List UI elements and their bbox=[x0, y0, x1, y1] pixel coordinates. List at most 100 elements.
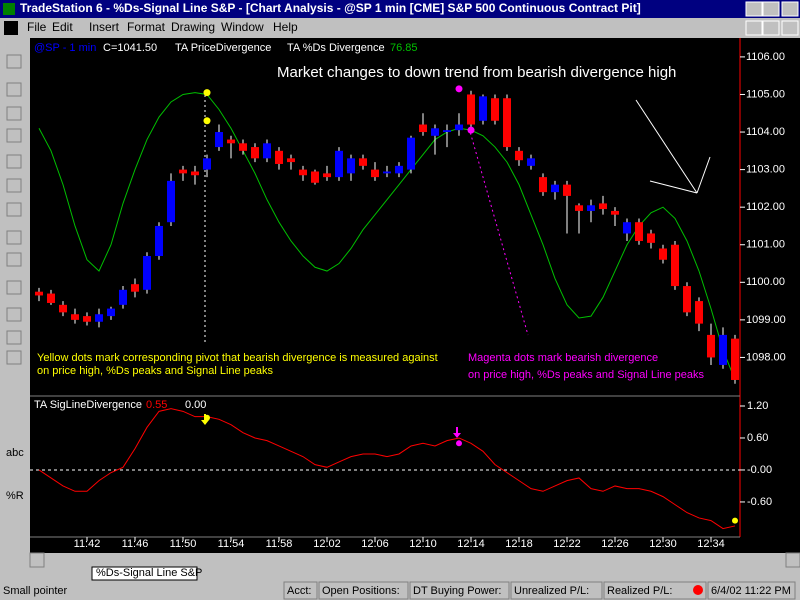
tool-button[interactable] bbox=[6, 252, 22, 267]
menu-item[interactable]: Help bbox=[273, 20, 298, 34]
tool-button[interactable] bbox=[6, 82, 22, 97]
candle-body bbox=[239, 143, 247, 151]
menu-item[interactable]: Window bbox=[221, 20, 264, 34]
doc-icon bbox=[4, 21, 18, 35]
menu-item[interactable]: File bbox=[27, 20, 47, 34]
candle-body bbox=[227, 139, 235, 144]
candle-body bbox=[323, 173, 331, 178]
tool-button[interactable] bbox=[6, 350, 22, 365]
doc-minimize-button[interactable] bbox=[745, 20, 763, 36]
doc-restore-button[interactable] bbox=[762, 20, 780, 36]
pivot-arrow bbox=[201, 414, 209, 425]
candle-body bbox=[575, 205, 583, 211]
candle-body bbox=[119, 289, 127, 305]
candle-body bbox=[71, 314, 79, 320]
indicator-dot bbox=[456, 440, 462, 447]
tool-button[interactable] bbox=[6, 230, 22, 245]
candle-body bbox=[371, 169, 379, 178]
candle-body bbox=[455, 124, 463, 131]
close-button[interactable] bbox=[781, 1, 799, 17]
tool-button[interactable] bbox=[6, 307, 22, 322]
status-pane bbox=[318, 581, 409, 600]
candle-body bbox=[527, 158, 535, 166]
indicator-value: 0.55 bbox=[146, 399, 167, 411]
candle-body bbox=[383, 171, 391, 174]
scrollbar[interactable] bbox=[30, 553, 800, 567]
scroll-right[interactable] bbox=[785, 552, 800, 568]
x-tick-label: 12:18 bbox=[505, 538, 533, 550]
candle-body bbox=[347, 158, 355, 174]
indicator-dot bbox=[732, 517, 738, 524]
status-text: DT Buying Power: bbox=[413, 585, 501, 597]
candle-body bbox=[503, 98, 511, 148]
y-tick-label: 1102.00 bbox=[746, 201, 785, 213]
candle-body bbox=[671, 244, 679, 287]
x-tick-label: 11:46 bbox=[122, 538, 149, 550]
status-text: Acct: bbox=[287, 585, 311, 597]
candle-body bbox=[167, 180, 175, 223]
menu-item[interactable]: Edit bbox=[52, 20, 73, 34]
candle-body bbox=[299, 169, 307, 176]
candle-body bbox=[287, 158, 295, 163]
menu-item[interactable]: Format bbox=[127, 20, 166, 34]
trend-arrow bbox=[635, 99, 711, 194]
y-tick-label: -0.00 bbox=[747, 464, 772, 476]
indicator-name: TA SigLineDivergence bbox=[34, 399, 142, 411]
sheet-tab[interactable] bbox=[91, 566, 198, 581]
status-pane bbox=[603, 581, 707, 600]
tool-button[interactable] bbox=[6, 202, 22, 217]
candle-body bbox=[35, 291, 43, 296]
tool-button[interactable] bbox=[6, 280, 22, 295]
menu-item[interactable]: Drawing bbox=[171, 20, 215, 34]
doc-close-button[interactable] bbox=[781, 20, 799, 36]
candle-body bbox=[95, 314, 103, 322]
y-tick-label: 1104.00 bbox=[746, 126, 785, 138]
x-tick-label: 12:02 bbox=[313, 538, 341, 550]
candle-body bbox=[731, 338, 739, 380]
tool-text-button[interactable]: abc bbox=[6, 447, 24, 459]
candle-body bbox=[695, 301, 703, 324]
status-pane bbox=[707, 581, 796, 600]
y-tick-label: 1103.00 bbox=[746, 164, 785, 176]
candle-body bbox=[407, 137, 415, 170]
tool-button[interactable] bbox=[6, 106, 22, 121]
tool-button[interactable] bbox=[6, 154, 22, 169]
tool-button[interactable] bbox=[6, 330, 22, 345]
candle-body bbox=[515, 150, 523, 161]
indicator-line bbox=[38, 408, 736, 530]
y-tick-label: 1099.00 bbox=[746, 314, 786, 326]
left-toolbar: abc %R bbox=[6, 54, 24, 502]
window-buttons[interactable] bbox=[745, 1, 799, 36]
status-pane bbox=[510, 581, 603, 600]
indicator-value: 0.00 bbox=[185, 399, 206, 411]
tool-button[interactable] bbox=[6, 128, 22, 143]
candle-body bbox=[419, 124, 427, 133]
status-text: Unrealized P/L: bbox=[514, 585, 589, 597]
price-dot bbox=[455, 85, 463, 93]
tool-button[interactable] bbox=[6, 54, 22, 69]
candle-body bbox=[191, 171, 199, 176]
status-text: Realized P/L: bbox=[607, 585, 672, 597]
x-tick-label: 11:54 bbox=[218, 538, 245, 550]
chart: 1106.00 1105.00 1104.00 1103.00 1102.00 1101.… bbox=[35, 51, 786, 550]
candle-body bbox=[659, 248, 667, 260]
y-tick-label: 1098.00 bbox=[746, 351, 786, 363]
candle-body bbox=[707, 334, 715, 358]
tool-text-button[interactable]: %R bbox=[6, 490, 24, 502]
x-tick-label: 12:14 bbox=[457, 538, 485, 550]
y-tick-label: 0.60 bbox=[747, 432, 768, 444]
minimize-button[interactable] bbox=[745, 1, 763, 17]
x-tick-label: 12:22 bbox=[553, 538, 581, 550]
candle-body bbox=[83, 316, 91, 322]
chart-area bbox=[30, 38, 800, 553]
status-pane bbox=[283, 581, 318, 600]
candle-body bbox=[203, 158, 211, 170]
tool-button[interactable] bbox=[6, 178, 22, 193]
scroll-left[interactable] bbox=[29, 552, 45, 568]
menu-item[interactable]: Insert bbox=[89, 20, 120, 34]
trend-annotation: Market changes to down trend from bearis… bbox=[277, 64, 676, 81]
maximize-button[interactable] bbox=[762, 1, 780, 17]
x-tick-label: 12:06 bbox=[361, 538, 389, 550]
status-text: Open Positions: bbox=[322, 585, 400, 597]
x-tick-label: 11:50 bbox=[170, 538, 197, 550]
